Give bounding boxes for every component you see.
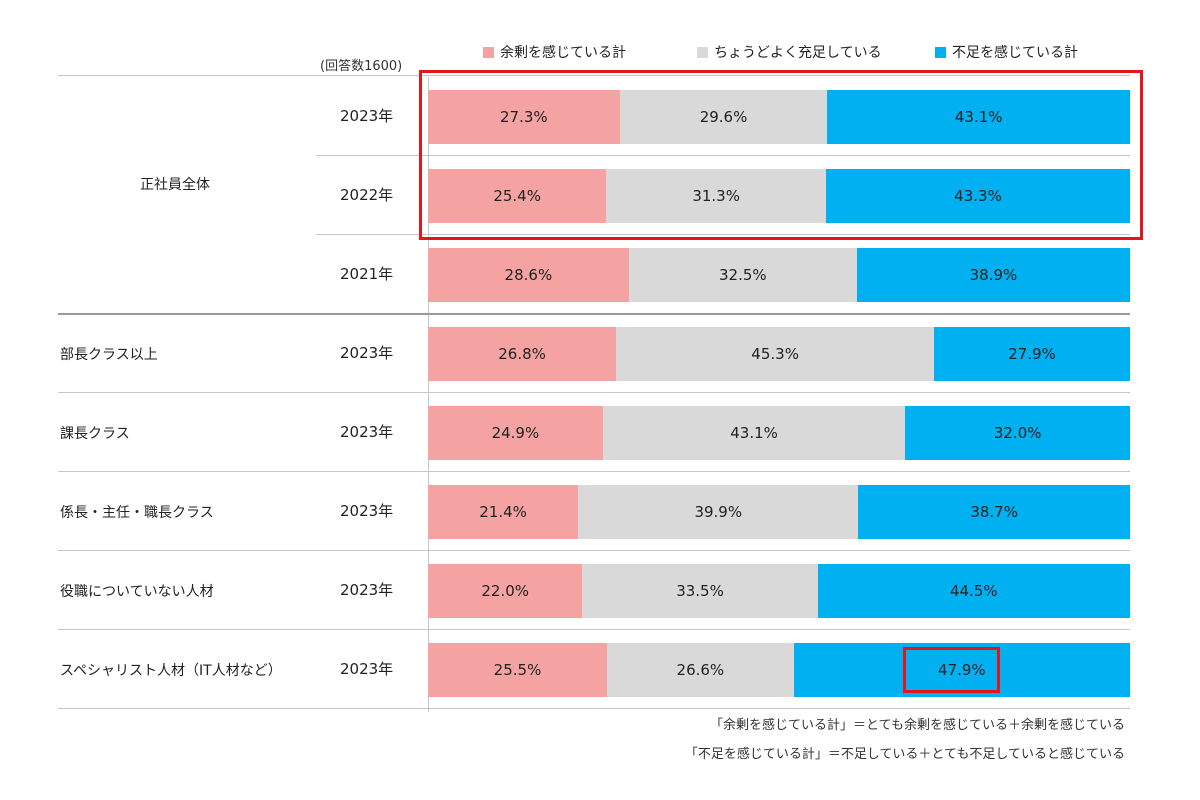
bar-segment [428, 563, 583, 618]
data-label: 22.0% [481, 581, 530, 600]
bar-segment [817, 563, 1130, 618]
legend-swatch [483, 46, 494, 58]
data-label: 29.6% [699, 107, 748, 126]
data-label: 47.9% [938, 660, 986, 679]
group-separator [58, 629, 1130, 630]
bar-segment [826, 168, 1130, 223]
legend-label: 余剰を感じている計 [500, 45, 626, 61]
data-label: 27.9% [1008, 344, 1056, 363]
data-label: 27.3% [499, 107, 548, 126]
row-separator [316, 234, 1130, 235]
footnote: 「不足を感じている計」＝不足している＋とても不足していると感じている [684, 747, 1125, 762]
data-label: 31.3% [692, 186, 740, 205]
legend: 余剰を感じている計 ちょうどよく充足している 不足を感じている計 [0, 40, 1200, 64]
year-label: 2021年 [340, 264, 394, 283]
legend-item: 余剰を感じている計 [483, 40, 626, 64]
legend-item: 不足を感じている計 [935, 40, 1078, 64]
data-label: 28.6% [504, 265, 553, 284]
bar-segment [582, 563, 818, 618]
data-label: 43.1% [730, 423, 778, 442]
data-label: 38.9% [969, 265, 1018, 284]
year-label: 2023年 [340, 501, 394, 520]
data-label: 38.7% [970, 502, 1018, 521]
data-label: 25.5% [493, 660, 542, 679]
stacked-bar: 21.4% 39.9% 38.7% [428, 484, 1130, 539]
stacked-bar: 28.6% 32.5% 38.9% [428, 247, 1130, 302]
year-label: 2023年 [340, 106, 394, 125]
data-label: 26.6% [676, 660, 725, 679]
bar-segment [619, 89, 828, 144]
year-label: 2023年 [340, 422, 394, 441]
stacked-bar: 26.8% 45.3% 27.9% [428, 326, 1130, 381]
stacked-bar: 27.3% 29.6% 43.1% [428, 89, 1130, 144]
legend-swatch [935, 46, 946, 58]
bar-segment [934, 326, 1130, 381]
data-label: 44.5% [949, 581, 998, 600]
bar-segment [607, 642, 794, 697]
group-label: 正社員全体 [140, 176, 210, 193]
legend-swatch [697, 46, 708, 58]
data-label: 43.1% [954, 107, 1003, 126]
bar-segment [428, 247, 629, 302]
legend-label: 不足を感じている計 [952, 45, 1078, 61]
data-label: 26.8% [498, 344, 546, 363]
year-label: 2023年 [340, 659, 394, 678]
bar-segment [428, 642, 607, 697]
data-label: 21.4% [479, 502, 527, 521]
data-label: 39.9% [694, 502, 743, 521]
bar-segment [793, 642, 1130, 697]
group-label: 係長・主任・職長クラス [60, 504, 214, 521]
bar-segment [428, 168, 607, 223]
bar-segment [428, 405, 603, 460]
footnote: 「余剰を感じている計」＝とても余剰を感じている＋余剰を感じている [710, 718, 1125, 733]
data-label: 32.0% [993, 423, 1042, 442]
bar-segment [905, 405, 1130, 460]
stacked-bar: 22.0% 33.5% 44.5% [428, 563, 1130, 618]
legend-item: ちょうどよく充足している [697, 40, 882, 64]
bar-segment [606, 168, 827, 223]
bar-segment [827, 89, 1130, 144]
group-separator [58, 313, 1130, 315]
bar-segment [858, 484, 1130, 539]
bar-segment [628, 247, 857, 302]
year-label: 2023年 [340, 343, 394, 362]
data-label: 43.3% [954, 186, 1002, 205]
bar-segment [602, 405, 906, 460]
data-label: 25.4% [493, 186, 541, 205]
group-label: 役職についていない人材 [60, 583, 214, 600]
stacked-bar: 25.4% 31.3% 43.3% [428, 168, 1130, 223]
year-label: 2023年 [340, 580, 394, 599]
bar-segment [856, 247, 1130, 302]
group-label: 部長クラス以上 [60, 346, 158, 363]
group-separator [58, 550, 1130, 551]
sample-size-note: (回答数1600) [320, 59, 403, 74]
data-label: 24.9% [491, 423, 540, 442]
group-label: 課長クラス [60, 425, 130, 442]
data-label: 33.5% [676, 581, 724, 600]
stacked-bar: 25.5% 26.6% 47.9% [428, 642, 1130, 697]
highlight-box [903, 646, 1000, 693]
bar-segment [428, 89, 620, 144]
axis-line [428, 77, 429, 712]
year-label: 2022年 [340, 185, 394, 204]
data-label: 45.3% [751, 344, 799, 363]
row-separator [316, 155, 1130, 156]
legend-label: ちょうどよく充足している [714, 45, 882, 61]
bar-segment [578, 484, 859, 539]
top-rule [58, 75, 1130, 76]
bar-segment [616, 326, 935, 381]
group-separator [58, 471, 1130, 472]
stacked-bar: 24.9% 43.1% 32.0% [428, 405, 1130, 460]
bar-segment [428, 326, 617, 381]
data-label: 32.5% [719, 265, 767, 284]
group-separator [58, 708, 1130, 709]
bar-segment [428, 484, 579, 539]
highlight-box [419, 70, 1143, 240]
group-separator [58, 392, 1130, 393]
group-label: スペシャリスト人材（IT人材など） [60, 662, 282, 679]
